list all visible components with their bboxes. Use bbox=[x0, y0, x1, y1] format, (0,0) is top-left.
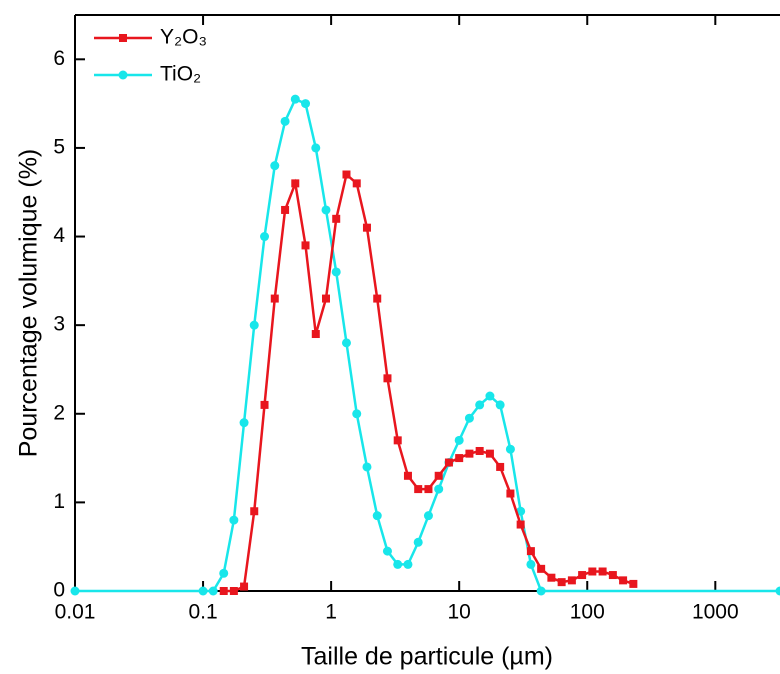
legend-marker bbox=[118, 70, 128, 80]
x-tick-label: 100 bbox=[570, 601, 605, 624]
x-tick-label: 0.01 bbox=[55, 601, 96, 624]
marker bbox=[70, 586, 80, 596]
marker bbox=[198, 586, 208, 596]
marker bbox=[516, 506, 526, 516]
marker bbox=[454, 435, 464, 445]
marker bbox=[322, 294, 331, 303]
legend-label: Y₂O₃ bbox=[160, 26, 207, 49]
marker bbox=[557, 578, 566, 587]
marker bbox=[301, 241, 310, 250]
marker bbox=[475, 446, 484, 455]
marker bbox=[332, 214, 341, 223]
y-tick-label: 3 bbox=[53, 313, 65, 336]
marker bbox=[413, 537, 423, 547]
y-tick-label: 4 bbox=[53, 224, 65, 247]
marker bbox=[506, 489, 515, 498]
marker bbox=[373, 294, 382, 303]
marker bbox=[311, 330, 320, 339]
y-axis-title: Pourcentage volumique (%) bbox=[15, 149, 43, 458]
legend-label: TiO₂ bbox=[160, 63, 201, 86]
marker bbox=[311, 143, 321, 153]
marker bbox=[505, 444, 515, 454]
marker bbox=[219, 587, 228, 595]
marker bbox=[372, 511, 382, 521]
marker bbox=[239, 418, 249, 428]
marker bbox=[537, 564, 546, 573]
marker bbox=[434, 471, 443, 480]
marker bbox=[496, 462, 505, 471]
marker bbox=[403, 559, 413, 569]
marker bbox=[362, 462, 372, 472]
y-tick-label: 6 bbox=[53, 47, 65, 70]
marker bbox=[229, 515, 239, 525]
marker bbox=[249, 320, 259, 330]
y-tick-label: 5 bbox=[53, 135, 65, 158]
series-line bbox=[223, 172, 634, 593]
marker bbox=[547, 573, 556, 582]
marker bbox=[342, 170, 351, 179]
marker bbox=[352, 179, 361, 188]
marker bbox=[619, 576, 628, 585]
marker bbox=[464, 413, 474, 423]
marker bbox=[301, 99, 311, 109]
marker bbox=[352, 409, 362, 419]
marker bbox=[414, 485, 423, 494]
x-tick-label: 10 bbox=[448, 601, 471, 624]
marker bbox=[465, 449, 474, 458]
marker bbox=[229, 587, 238, 595]
marker bbox=[775, 586, 780, 596]
marker bbox=[321, 205, 331, 215]
marker bbox=[424, 485, 433, 494]
marker bbox=[280, 116, 290, 126]
marker bbox=[362, 223, 371, 232]
marker bbox=[608, 571, 617, 580]
marker bbox=[382, 546, 392, 556]
marker bbox=[260, 400, 269, 409]
marker bbox=[598, 567, 607, 576]
legend-marker bbox=[119, 34, 127, 42]
marker bbox=[291, 179, 300, 188]
marker bbox=[208, 586, 218, 596]
marker bbox=[485, 391, 495, 401]
marker bbox=[578, 571, 587, 580]
marker bbox=[393, 436, 402, 445]
marker bbox=[495, 400, 505, 410]
marker bbox=[240, 582, 249, 591]
y-tick-label: 1 bbox=[53, 490, 65, 513]
marker bbox=[526, 559, 536, 569]
marker bbox=[393, 559, 403, 569]
marker bbox=[270, 294, 279, 303]
marker bbox=[485, 449, 494, 458]
y-tick-label: 0 bbox=[53, 579, 65, 602]
marker bbox=[516, 520, 525, 529]
marker bbox=[281, 205, 290, 214]
marker bbox=[455, 454, 464, 463]
marker bbox=[403, 471, 412, 480]
marker bbox=[588, 567, 597, 576]
marker bbox=[383, 374, 392, 383]
x-axis-title: Taille de particule (µm) bbox=[301, 643, 553, 671]
marker bbox=[270, 161, 280, 171]
marker bbox=[567, 576, 576, 585]
marker bbox=[444, 458, 453, 467]
marker bbox=[250, 507, 259, 516]
marker bbox=[526, 547, 535, 556]
marker bbox=[423, 511, 433, 521]
x-tick-label: 1 bbox=[325, 601, 337, 624]
marker bbox=[536, 586, 546, 596]
marker bbox=[260, 232, 270, 242]
marker bbox=[290, 94, 300, 104]
x-tick-label: 0.1 bbox=[188, 601, 217, 624]
marker bbox=[434, 484, 444, 494]
marker bbox=[219, 568, 229, 578]
marker bbox=[475, 400, 485, 410]
marker bbox=[341, 338, 351, 348]
marker bbox=[629, 579, 638, 588]
marker bbox=[331, 267, 341, 277]
y-tick-label: 2 bbox=[53, 401, 65, 424]
x-tick-label: 1000 bbox=[692, 601, 739, 624]
